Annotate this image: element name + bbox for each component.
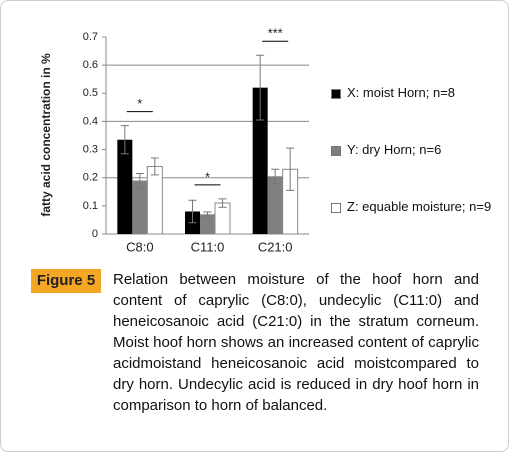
significance-label: ***: [268, 26, 283, 41]
legend-item: Z: equable moisture; n=9: [331, 199, 501, 214]
caption-text: Relation between moisture of the hoof ho…: [113, 271, 479, 414]
bar: [200, 214, 215, 234]
y-tick-label: 0.6: [83, 59, 98, 71]
error-bar: [120, 125, 129, 155]
y-tick-label: 0.2: [83, 172, 98, 184]
significance-label: *: [137, 96, 142, 111]
error-bar: [188, 199, 197, 224]
legend-label: X: moist Horn; n=8: [347, 85, 456, 100]
x-tick-label: C11:0: [191, 239, 225, 254]
legend-label: Z: equable moisture; n=9: [347, 199, 492, 214]
x-tick-label: C8:0: [126, 239, 153, 254]
figure-label: Figure 5: [31, 269, 101, 293]
error-bar: [256, 54, 265, 121]
error-bar: [135, 172, 144, 189]
y-tick-label: 0.3: [83, 143, 98, 155]
legend-swatch: [331, 146, 341, 156]
y-tick-label: 0.5: [83, 87, 98, 99]
legend-swatch: [331, 203, 341, 213]
legend-label: Y: dry Horn; n=6: [347, 142, 442, 157]
bar: [117, 139, 133, 234]
y-axis-label: fatty acid concentration in %: [39, 53, 53, 217]
error-bar: [150, 157, 159, 176]
bar: [267, 176, 283, 234]
significance-label: *: [205, 169, 210, 184]
legend-item: Y: dry Horn; n=6: [331, 142, 501, 157]
y-tick-label: 0.1: [83, 200, 98, 212]
bar: [252, 87, 268, 235]
legend-swatch: [331, 89, 341, 99]
bar: [132, 180, 148, 234]
error-bar: [271, 168, 280, 184]
legend-item: X: moist Horn; n=8: [331, 85, 501, 100]
y-tick-label: 0: [92, 228, 98, 240]
chart: fatty acid concentration in % 0 0.1 0.2 0.3…: [39, 26, 309, 254]
y-tick-label: 0.7: [83, 31, 98, 43]
error-bar: [286, 147, 295, 191]
y-tick-label: 0.4: [83, 115, 98, 127]
error-bar: [218, 198, 227, 208]
x-tick-label: C21:0: [258, 239, 293, 254]
bar: [146, 165, 163, 235]
error-bar: [203, 211, 212, 218]
